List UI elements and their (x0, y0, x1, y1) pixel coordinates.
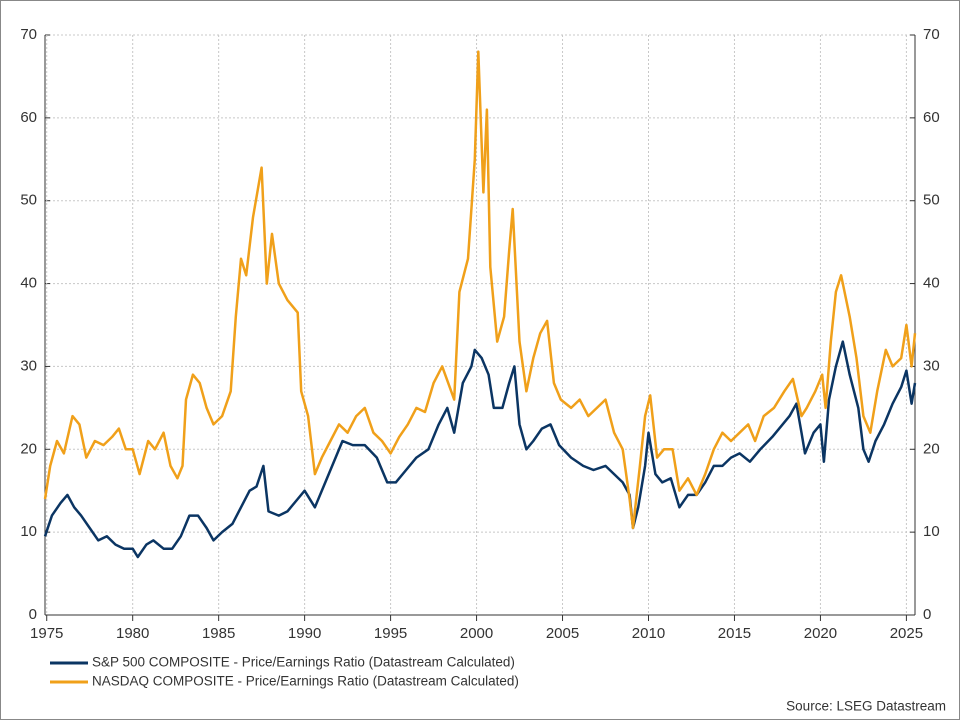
y-tick-label: 70 (20, 26, 37, 43)
x-tick-label: 1980 (116, 625, 149, 642)
y2-tick-label: 10 (923, 523, 940, 540)
data-line (43, 340, 917, 559)
y-tick-label: 0 (29, 606, 37, 623)
legend-label: NASDAQ COMPOSITE - Price/Earnings Ratio … (92, 674, 519, 689)
y2-tick-label: 50 (923, 192, 940, 209)
y-tick-label: 10 (20, 523, 37, 540)
source-note: Source: LSEG Datastream (786, 699, 946, 714)
x-tick-label: 1975 (30, 625, 63, 642)
x-tick-label: 1995 (374, 625, 407, 642)
legend-label: S&P 500 COMPOSITE - Price/Earnings Ratio… (92, 655, 515, 670)
y2-tick-label: 60 (923, 109, 940, 126)
y2-tick-label: 30 (923, 357, 940, 374)
x-tick-label: 2000 (460, 625, 493, 642)
y2-tick-label: 40 (923, 275, 940, 292)
y2-tick-label: 20 (923, 440, 940, 457)
y-tick-label: 20 (20, 440, 37, 457)
x-tick-label: 2025 (890, 625, 923, 642)
x-tick-label: 2020 (804, 625, 837, 642)
y2-tick-label: 70 (923, 26, 940, 43)
x-tick-label: 1990 (288, 625, 321, 642)
y-tick-label: 30 (20, 357, 37, 374)
x-tick-label: 1985 (202, 625, 235, 642)
x-tick-label: 2005 (546, 625, 579, 642)
data-line (43, 50, 917, 530)
y2-tick-label: 0 (923, 606, 931, 623)
x-tick-label: 2010 (632, 625, 665, 642)
x-tick-label: 2015 (718, 625, 751, 642)
y-tick-label: 50 (20, 192, 37, 209)
y-tick-label: 60 (20, 109, 37, 126)
y-tick-label: 40 (20, 275, 37, 292)
